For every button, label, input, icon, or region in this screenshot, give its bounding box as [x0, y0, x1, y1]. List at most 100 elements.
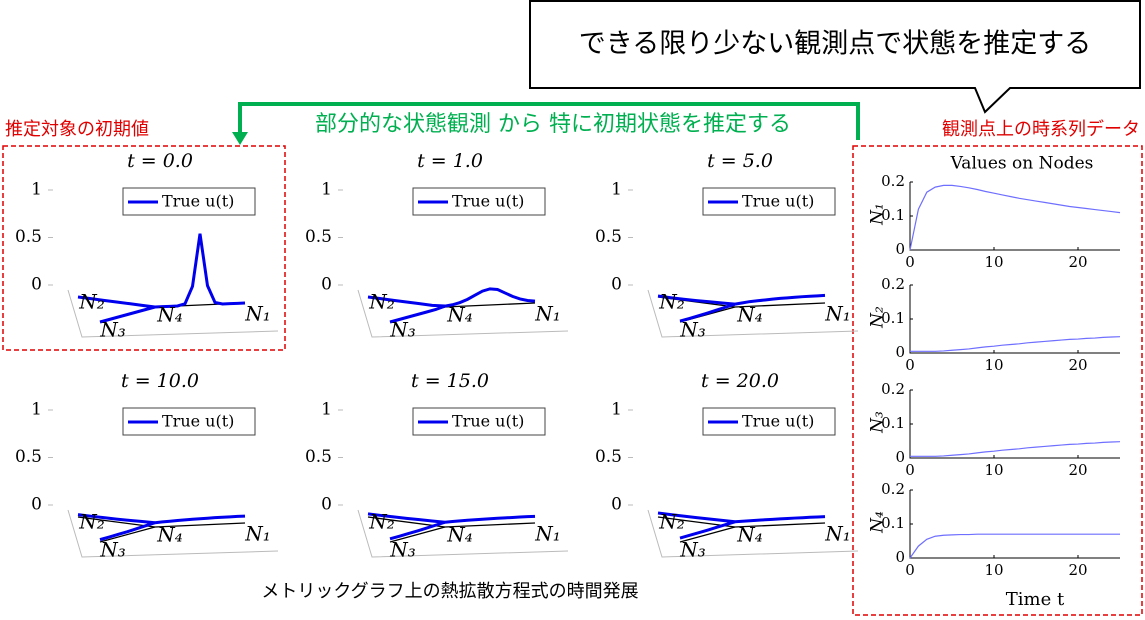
node-label: N₃ [679, 538, 706, 562]
legend-label: True u(t) [452, 412, 524, 431]
legend-box [122, 187, 256, 216]
legend-label: True u(t) [162, 192, 234, 211]
solution-curve [734, 515, 826, 524]
series-line [910, 441, 1121, 457]
node-label: N₄ [736, 303, 763, 327]
z-tick-label: 1 [611, 400, 622, 420]
node-label: N₁ [244, 302, 271, 326]
series-line [910, 336, 1121, 352]
legend-label: True u(t) [742, 192, 814, 211]
x-tick-label: 20 [1068, 253, 1087, 271]
node-label: N₃ [99, 538, 126, 562]
node-label: N₁ [244, 522, 271, 546]
node-label: N₃ [679, 318, 706, 342]
solution-curve [657, 511, 736, 524]
solution-curve [77, 513, 156, 525]
node-label: N₃ [99, 318, 126, 342]
node-label: N₂ [368, 290, 395, 314]
z-tick-label: 0.5 [595, 227, 622, 247]
solution-curve [367, 512, 446, 524]
axis-box [647, 509, 859, 558]
x-tick-label: 0 [905, 561, 915, 579]
solution-curve [389, 304, 446, 324]
y-tick-label: 0.1 [881, 309, 905, 327]
graph-edge [734, 522, 826, 528]
highlight-box [2, 145, 286, 351]
arrow-head [232, 132, 248, 145]
x-tick-label: 10 [984, 253, 1003, 271]
solution-curve [657, 294, 736, 306]
panel-title: Values on Nodes [950, 154, 1094, 174]
y-tick-label: 0 [895, 240, 905, 258]
y-axis-label: N₃ [868, 411, 888, 434]
arrow [238, 102, 860, 140]
y-axis-label: N₄ [868, 511, 888, 534]
node-label: N₁ [534, 302, 561, 326]
y-tick-label: 0 [895, 448, 905, 466]
z-tick-label: 1 [321, 180, 332, 200]
y-tick-label: 0.2 [881, 275, 905, 293]
highlight-box [852, 145, 1143, 616]
node-label: N₄ [736, 523, 763, 547]
solution-curve [444, 287, 536, 308]
arrow-label: 部分的な状態観測 から 特に初期状態を推定する [315, 112, 791, 137]
solution-curve [679, 520, 736, 540]
solution-curve [154, 514, 246, 525]
y-tick-label: 0.1 [881, 514, 905, 532]
x-tick-label: 20 [1068, 461, 1087, 479]
solution-curve [154, 233, 246, 309]
y-tick-label: 0.2 [881, 380, 905, 398]
y-tick-label: 0.2 [881, 172, 905, 190]
legend-label: True u(t) [162, 412, 234, 431]
x-tick-label: 10 [984, 561, 1003, 579]
y-axis-label: N₁ [868, 203, 888, 226]
panel-title: t = 0.0 [127, 150, 193, 172]
node-label: N₂ [78, 510, 105, 534]
node-label: N₂ [658, 290, 685, 314]
node-label: N₄ [446, 523, 473, 547]
z-tick-label: 0 [31, 495, 42, 515]
solution-curve [99, 305, 156, 324]
graph-edge [734, 302, 826, 308]
x-tick-label: 0 [905, 253, 915, 271]
axis-box [357, 509, 569, 558]
z-tick-label: 0 [321, 275, 332, 295]
z-tick-label: 1 [31, 180, 42, 200]
graph-edge [99, 526, 156, 543]
right-label: 観測点上の時系列データ [942, 119, 1140, 140]
series-line [909, 184, 1121, 251]
y-tick-label: 0 [895, 343, 905, 361]
z-tick-label: 1 [611, 180, 622, 200]
z-tick-label: 1 [31, 400, 42, 420]
y-axis-label: N₂ [868, 306, 888, 329]
panel-title: t = 10.0 [121, 370, 199, 392]
z-tick-label: 0.5 [305, 447, 332, 467]
left-label: 推定対象の初期値 [5, 119, 149, 140]
y-tick-label: 0 [895, 548, 905, 566]
y-tick-label: 0.1 [881, 206, 905, 224]
graph-edge [444, 522, 536, 528]
panel-title: t = 1.0 [417, 150, 483, 172]
z-tick-label: 0 [611, 275, 622, 295]
axis-box [67, 289, 279, 338]
node-label: N₂ [78, 290, 105, 314]
panel-title: t = 15.0 [411, 370, 489, 392]
x-tick-label: 10 [984, 461, 1003, 479]
series-line [909, 533, 1120, 559]
y-tick-label: 0.2 [881, 480, 905, 498]
node-label: N₄ [156, 303, 183, 327]
node-label: N₃ [389, 318, 416, 342]
solution-curve [679, 302, 736, 323]
legend-label: True u(t) [742, 412, 814, 431]
graph-edge [679, 526, 736, 543]
axis-box [67, 509, 279, 558]
node-label: N₄ [446, 303, 473, 327]
z-tick-label: 1 [321, 400, 332, 420]
callout-box [529, 0, 1141, 114]
solution-curve [99, 521, 156, 542]
z-tick-label: 0.5 [595, 447, 622, 467]
node-label: N₄ [156, 523, 183, 547]
graph-edge [444, 302, 536, 308]
caption: メトリックグラフ上の熱拡散方程式の時間発展 [261, 581, 638, 602]
